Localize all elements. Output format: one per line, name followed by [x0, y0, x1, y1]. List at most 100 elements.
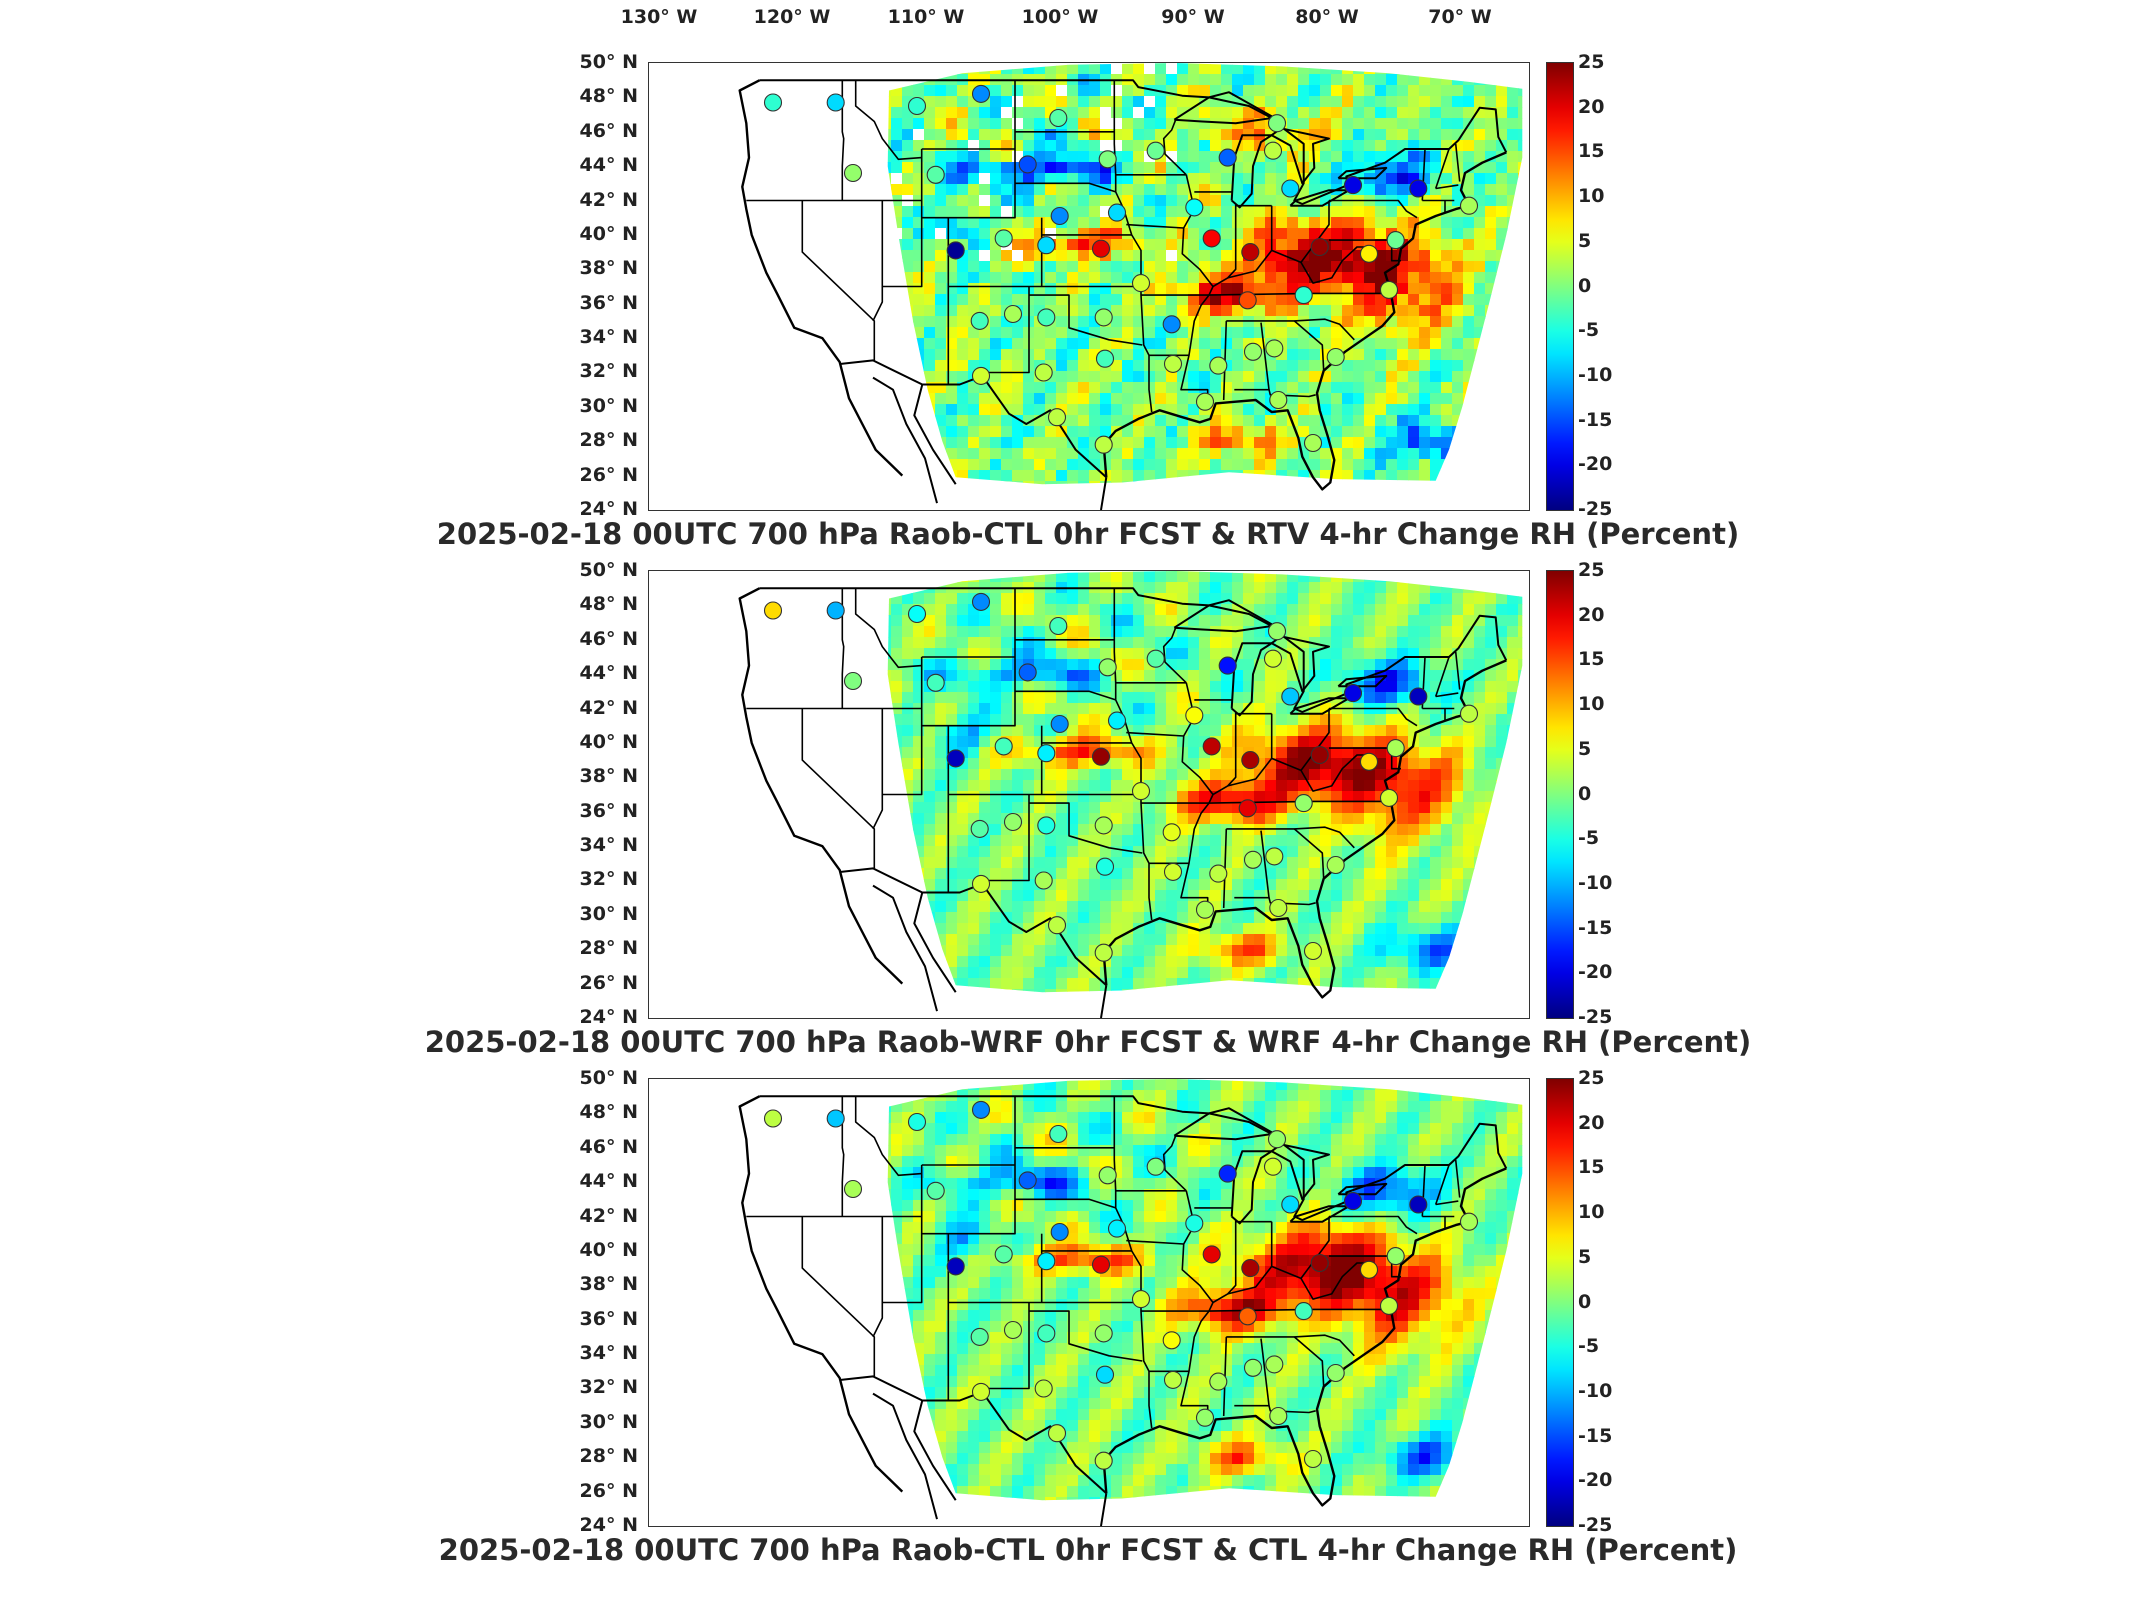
raob-station-marker [763, 93, 783, 112]
state-border [882, 725, 923, 796]
raob-station-marker [1326, 1363, 1345, 1383]
raob-station-marker [1037, 1252, 1056, 1271]
raob-station-marker [1047, 916, 1067, 935]
lake-outline [1337, 166, 1388, 180]
state-border [981, 1302, 1030, 1390]
lake-outline [1271, 635, 1330, 693]
raob-station-marker [907, 1112, 927, 1132]
lon-label: 90° W [1161, 6, 1225, 28]
raob-station-marker [1037, 308, 1056, 327]
lat-label: 40° N [579, 222, 638, 245]
lat-label: 36° N [579, 291, 638, 314]
map-svg [738, 1079, 1523, 1526]
state-border [1454, 1159, 1461, 1198]
lake-outline [1230, 642, 1273, 717]
lon-label: 110° W [887, 6, 965, 28]
state-border [882, 1233, 923, 1304]
raob-station-marker [1146, 141, 1165, 160]
raob-station-marker [907, 604, 927, 624]
raob-station-marker [1094, 1324, 1113, 1343]
state-border [1029, 294, 1143, 346]
state-border [801, 708, 876, 869]
raob-station-marker [1162, 315, 1181, 334]
raob-station-marker [1281, 179, 1300, 198]
raob-station-marker [1003, 812, 1023, 832]
raob-station-marker [1459, 704, 1479, 723]
raob-station-marker [971, 84, 991, 103]
country-border [759, 1095, 1508, 1221]
raob-station-marker [1131, 1290, 1151, 1309]
raob-station-marker [1310, 237, 1329, 257]
raob-station-marker [1263, 649, 1283, 668]
lat-label: 46° N [579, 1135, 638, 1158]
lake-outline [1271, 127, 1330, 185]
raob-station-marker [1094, 308, 1113, 327]
state-border [1435, 692, 1459, 698]
state-border [1226, 318, 1355, 341]
raob-station-marker [1326, 347, 1345, 367]
lat-label: 34° N [579, 326, 638, 349]
lat-label: 24° N [579, 1514, 638, 1536]
colorbar-tick-label: 15 [1578, 140, 1605, 163]
colorbar-tick-label: -10 [1578, 1379, 1613, 1402]
raob-station-marker [1241, 751, 1260, 770]
raob-station-marker [1037, 236, 1056, 255]
state-border [854, 588, 922, 669]
raob-station-marker [1267, 114, 1287, 133]
boundary-lines [738, 79, 1508, 510]
raob-station-marker [826, 93, 845, 112]
state-border [1015, 690, 1116, 701]
lon-label: 100° W [1021, 6, 1099, 28]
raob-station-marker [994, 1245, 1013, 1264]
state-border [1227, 249, 1273, 279]
state-border [1015, 182, 1116, 193]
lat-label: 34° N [579, 834, 638, 857]
raob-station-marker [1303, 433, 1323, 453]
raob-station-marker [946, 1257, 965, 1276]
raob-station-marker [1265, 847, 1284, 866]
state-border [1300, 1262, 1367, 1300]
raob-station-marker [1409, 1195, 1428, 1214]
raob-station-marker [907, 96, 927, 116]
raob-station-marker [1094, 816, 1113, 835]
raob-station-marker [926, 673, 945, 692]
raob-station-marker [1162, 1331, 1181, 1350]
raob-station-marker [1195, 900, 1215, 919]
coastline [913, 384, 957, 485]
lat-label: 36° N [579, 1307, 638, 1330]
colorbar-tick-label: -15 [1578, 408, 1613, 431]
state-border [1226, 826, 1355, 849]
state-border [1293, 828, 1325, 879]
lon-label: 130° W [620, 6, 698, 28]
raob-station-marker [1091, 1255, 1111, 1274]
raob-station-marker [1326, 855, 1345, 875]
map-frame [648, 570, 1530, 1019]
lat-label: 36° N [579, 799, 638, 822]
raob-station-marker [1243, 850, 1263, 869]
raob-station-marker [1359, 1260, 1379, 1279]
state-border [841, 80, 845, 201]
state-border [1300, 754, 1367, 792]
raob-station-marker [1343, 176, 1363, 195]
raob-station-marker [1107, 203, 1127, 222]
raob-station-marker [1195, 1408, 1215, 1427]
raob-station-marker [926, 165, 945, 184]
raob-station-marker [1098, 1166, 1117, 1185]
lake-outline [1337, 674, 1388, 688]
raob-station-marker [1303, 1449, 1323, 1469]
state-border [1162, 1135, 1187, 1192]
raob-station-marker [826, 601, 845, 620]
colorbar-tick-label: -25 [1578, 1514, 1613, 1536]
raob-station-marker [1003, 1320, 1023, 1340]
raob-station-marker [1263, 1157, 1283, 1176]
colorbar-tick-label: -25 [1578, 498, 1613, 520]
raob-station-marker [1091, 747, 1111, 766]
map-svg [738, 571, 1523, 1018]
lon-label: 120° W [753, 6, 831, 28]
state-border [1180, 735, 1214, 912]
raob-station-marker [1095, 349, 1115, 368]
raob-station-marker [1018, 663, 1037, 682]
raob-station-marker [1386, 739, 1405, 758]
lat-label: 42° N [579, 188, 638, 211]
colorbar-tick-label: 15 [1578, 1156, 1605, 1179]
